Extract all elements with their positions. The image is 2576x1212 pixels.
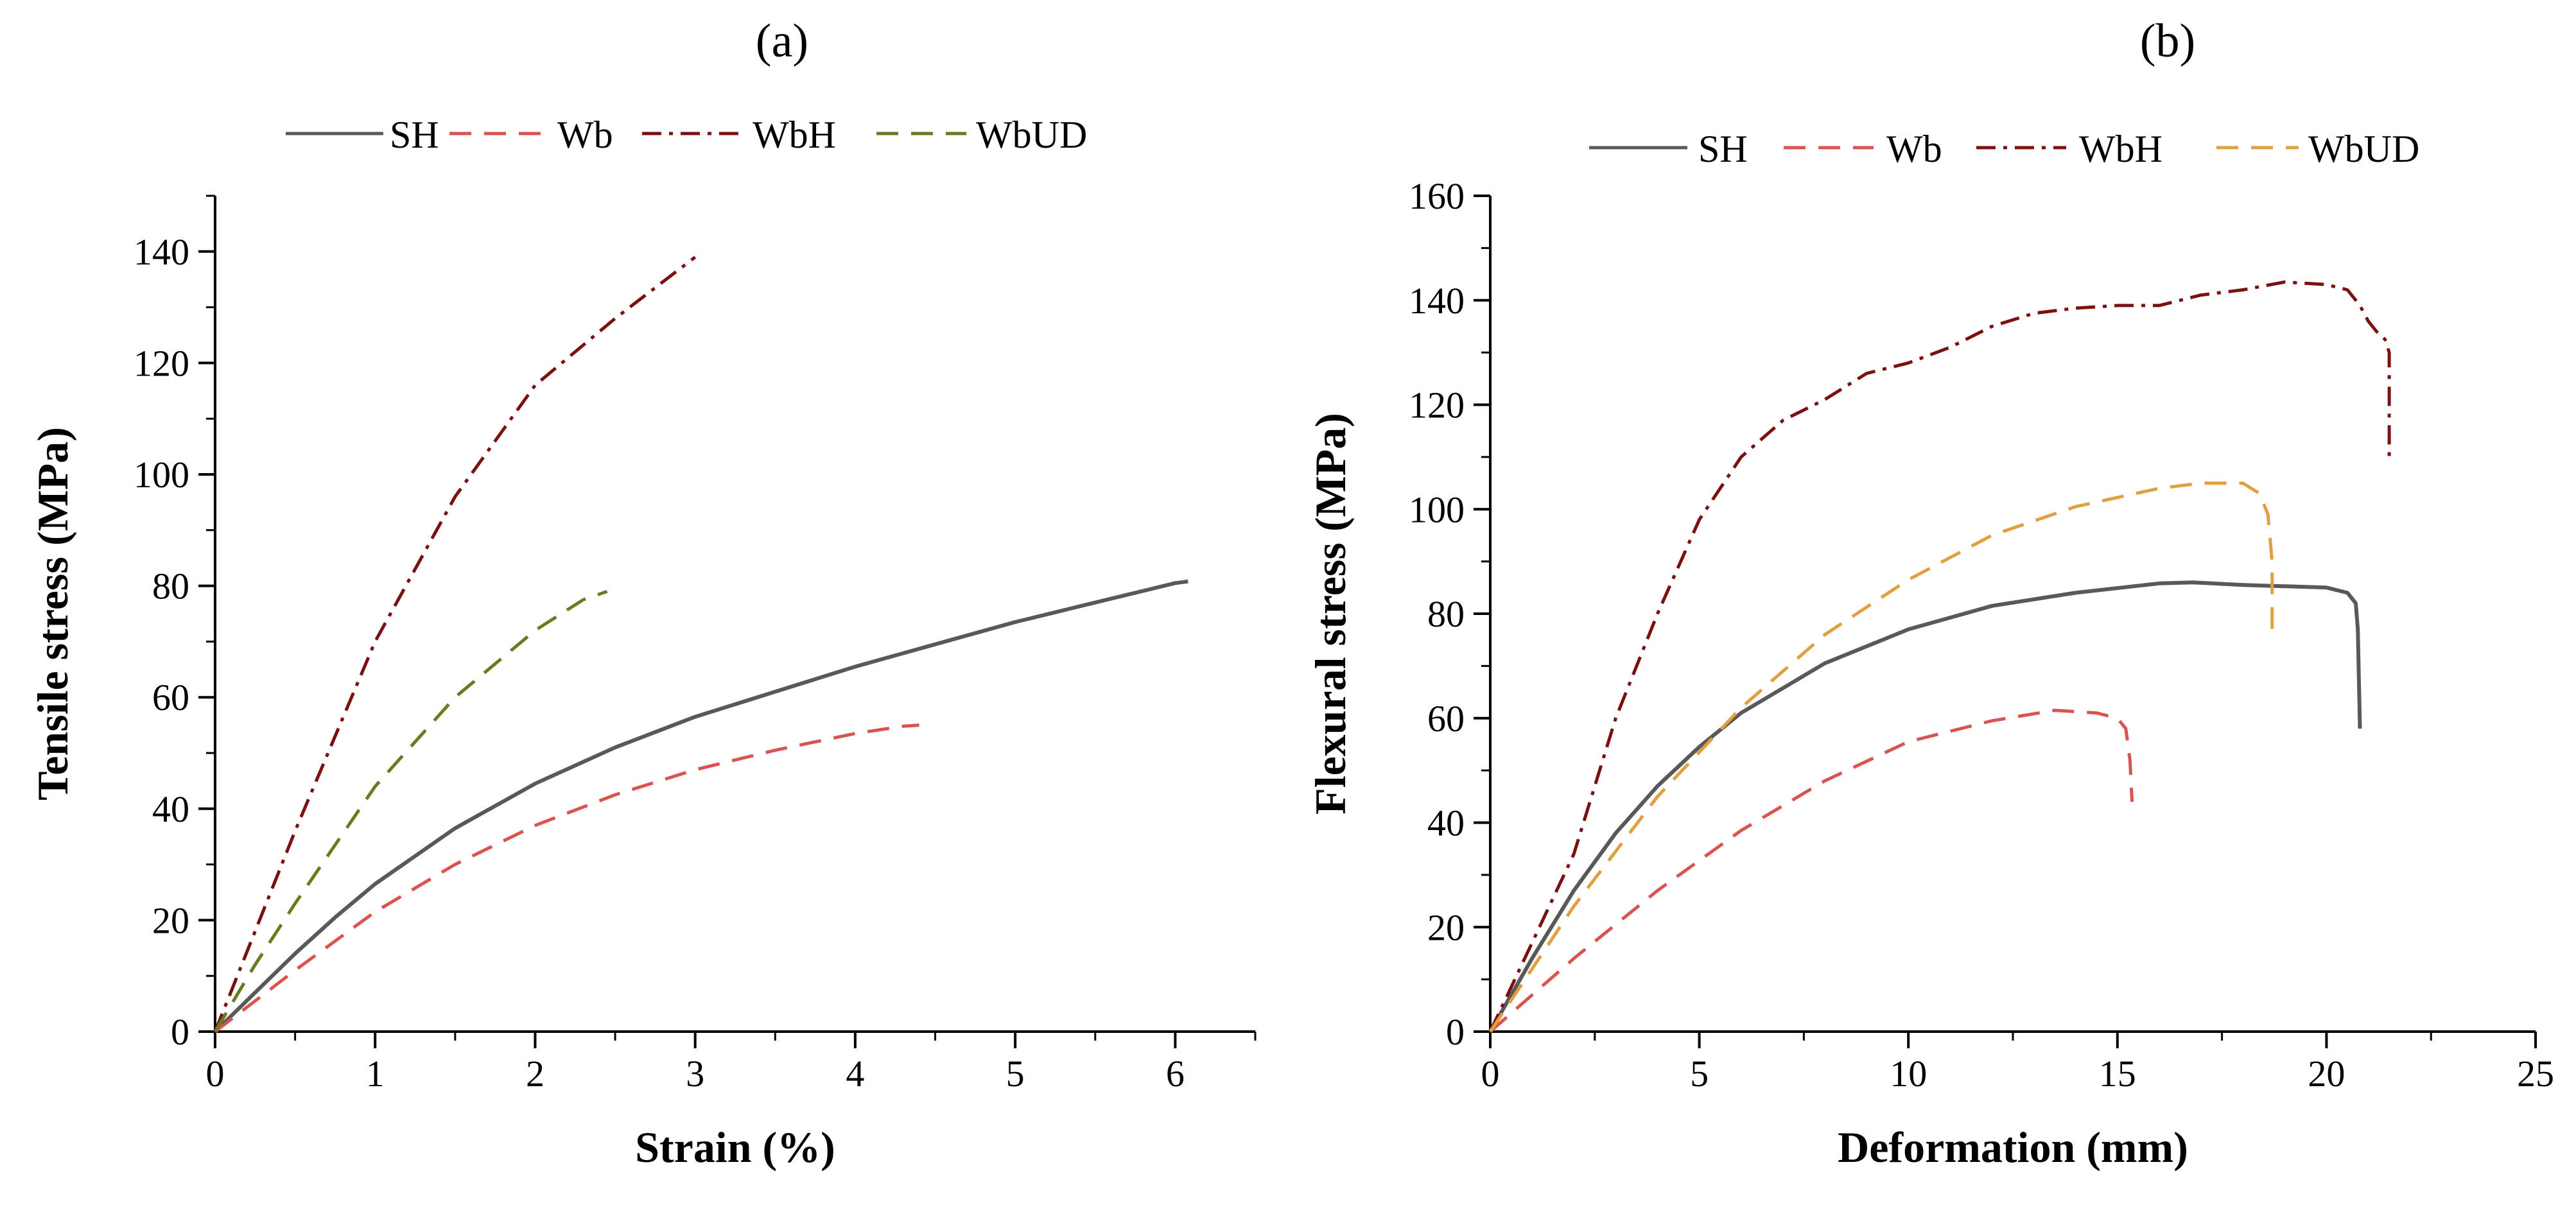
x-tick-label: 25 xyxy=(2517,1053,2554,1095)
series-line-sh xyxy=(213,579,1188,1034)
y-tick-label: 120 xyxy=(1409,385,1465,426)
x-tick-label: 10 xyxy=(1890,1053,1927,1095)
legend-label-wbh: WbH xyxy=(2079,128,2163,170)
y-tick-label: 120 xyxy=(134,342,189,384)
y-tick-label: 60 xyxy=(152,677,189,718)
x-axis-title: Strain (%) xyxy=(635,1123,835,1172)
panel-b-label: (b) xyxy=(2140,15,2195,67)
series-line-wbh xyxy=(1488,280,2391,1033)
y-tick-label: 0 xyxy=(171,1011,189,1053)
legend-label-wbud: WbUD xyxy=(2308,128,2419,170)
series-line-wb xyxy=(1489,709,2134,1033)
panel-b-flexural-chart: (b) 0 5 10 15 20 25 0 20 40 60 80 100 120 140 160 Defor… xyxy=(1306,15,2554,1172)
legend-label-sh: SH xyxy=(1698,128,1748,170)
x-tick-label: 6 xyxy=(1166,1053,1185,1095)
series-line-sh xyxy=(1488,580,2362,1033)
y-tick-label: 40 xyxy=(1427,802,1465,844)
x-tick-label: 15 xyxy=(2099,1053,2136,1095)
x-tick-label: 4 xyxy=(846,1053,864,1095)
y-tick-label: 40 xyxy=(152,788,189,830)
legend-label-wbud: WbUD xyxy=(976,114,1087,156)
x-tick-label: 5 xyxy=(1006,1053,1025,1095)
legend-label-wbh: WbH xyxy=(753,114,836,156)
y-tick-label: 60 xyxy=(1427,698,1465,740)
x-tick-label: 0 xyxy=(206,1053,225,1095)
x-tick-label: 1 xyxy=(366,1053,385,1095)
series-line-wb xyxy=(214,723,919,1033)
legend-label-sh: SH xyxy=(390,114,439,156)
y-tick-label: 100 xyxy=(1409,489,1465,530)
y-axis-title: Tensile stress (MPa) xyxy=(28,427,77,801)
y-tick-label: 0 xyxy=(1446,1011,1465,1053)
panel-a-label: (a) xyxy=(756,15,808,67)
y-tick-label: 160 xyxy=(1409,175,1465,217)
legend-label-wb: Wb xyxy=(557,114,613,156)
y-tick-label: 100 xyxy=(134,454,189,496)
y-tick-label: 80 xyxy=(1427,593,1465,635)
y-tick-label: 20 xyxy=(152,899,189,941)
y-tick-label: 20 xyxy=(1427,906,1465,948)
x-axis-title: Deformation (mm) xyxy=(1838,1123,2188,1172)
x-tick-label: 5 xyxy=(1690,1053,1709,1095)
series-line-wbh xyxy=(213,255,697,1032)
x-tick-label: 2 xyxy=(526,1053,544,1095)
y-axis-title: Flexural stress (MPa) xyxy=(1306,413,1355,815)
y-tick-label: 140 xyxy=(1409,280,1465,322)
legend-label-wb: Wb xyxy=(1886,128,1942,170)
y-tick-label: 80 xyxy=(152,566,189,607)
x-tick-label: 0 xyxy=(1481,1053,1500,1095)
series-line-wbud xyxy=(213,589,608,1033)
x-tick-label: 3 xyxy=(686,1053,704,1095)
series-line-wbud xyxy=(1488,481,2274,1033)
y-tick-label: 140 xyxy=(134,231,189,273)
x-tick-label: 20 xyxy=(2308,1053,2345,1095)
